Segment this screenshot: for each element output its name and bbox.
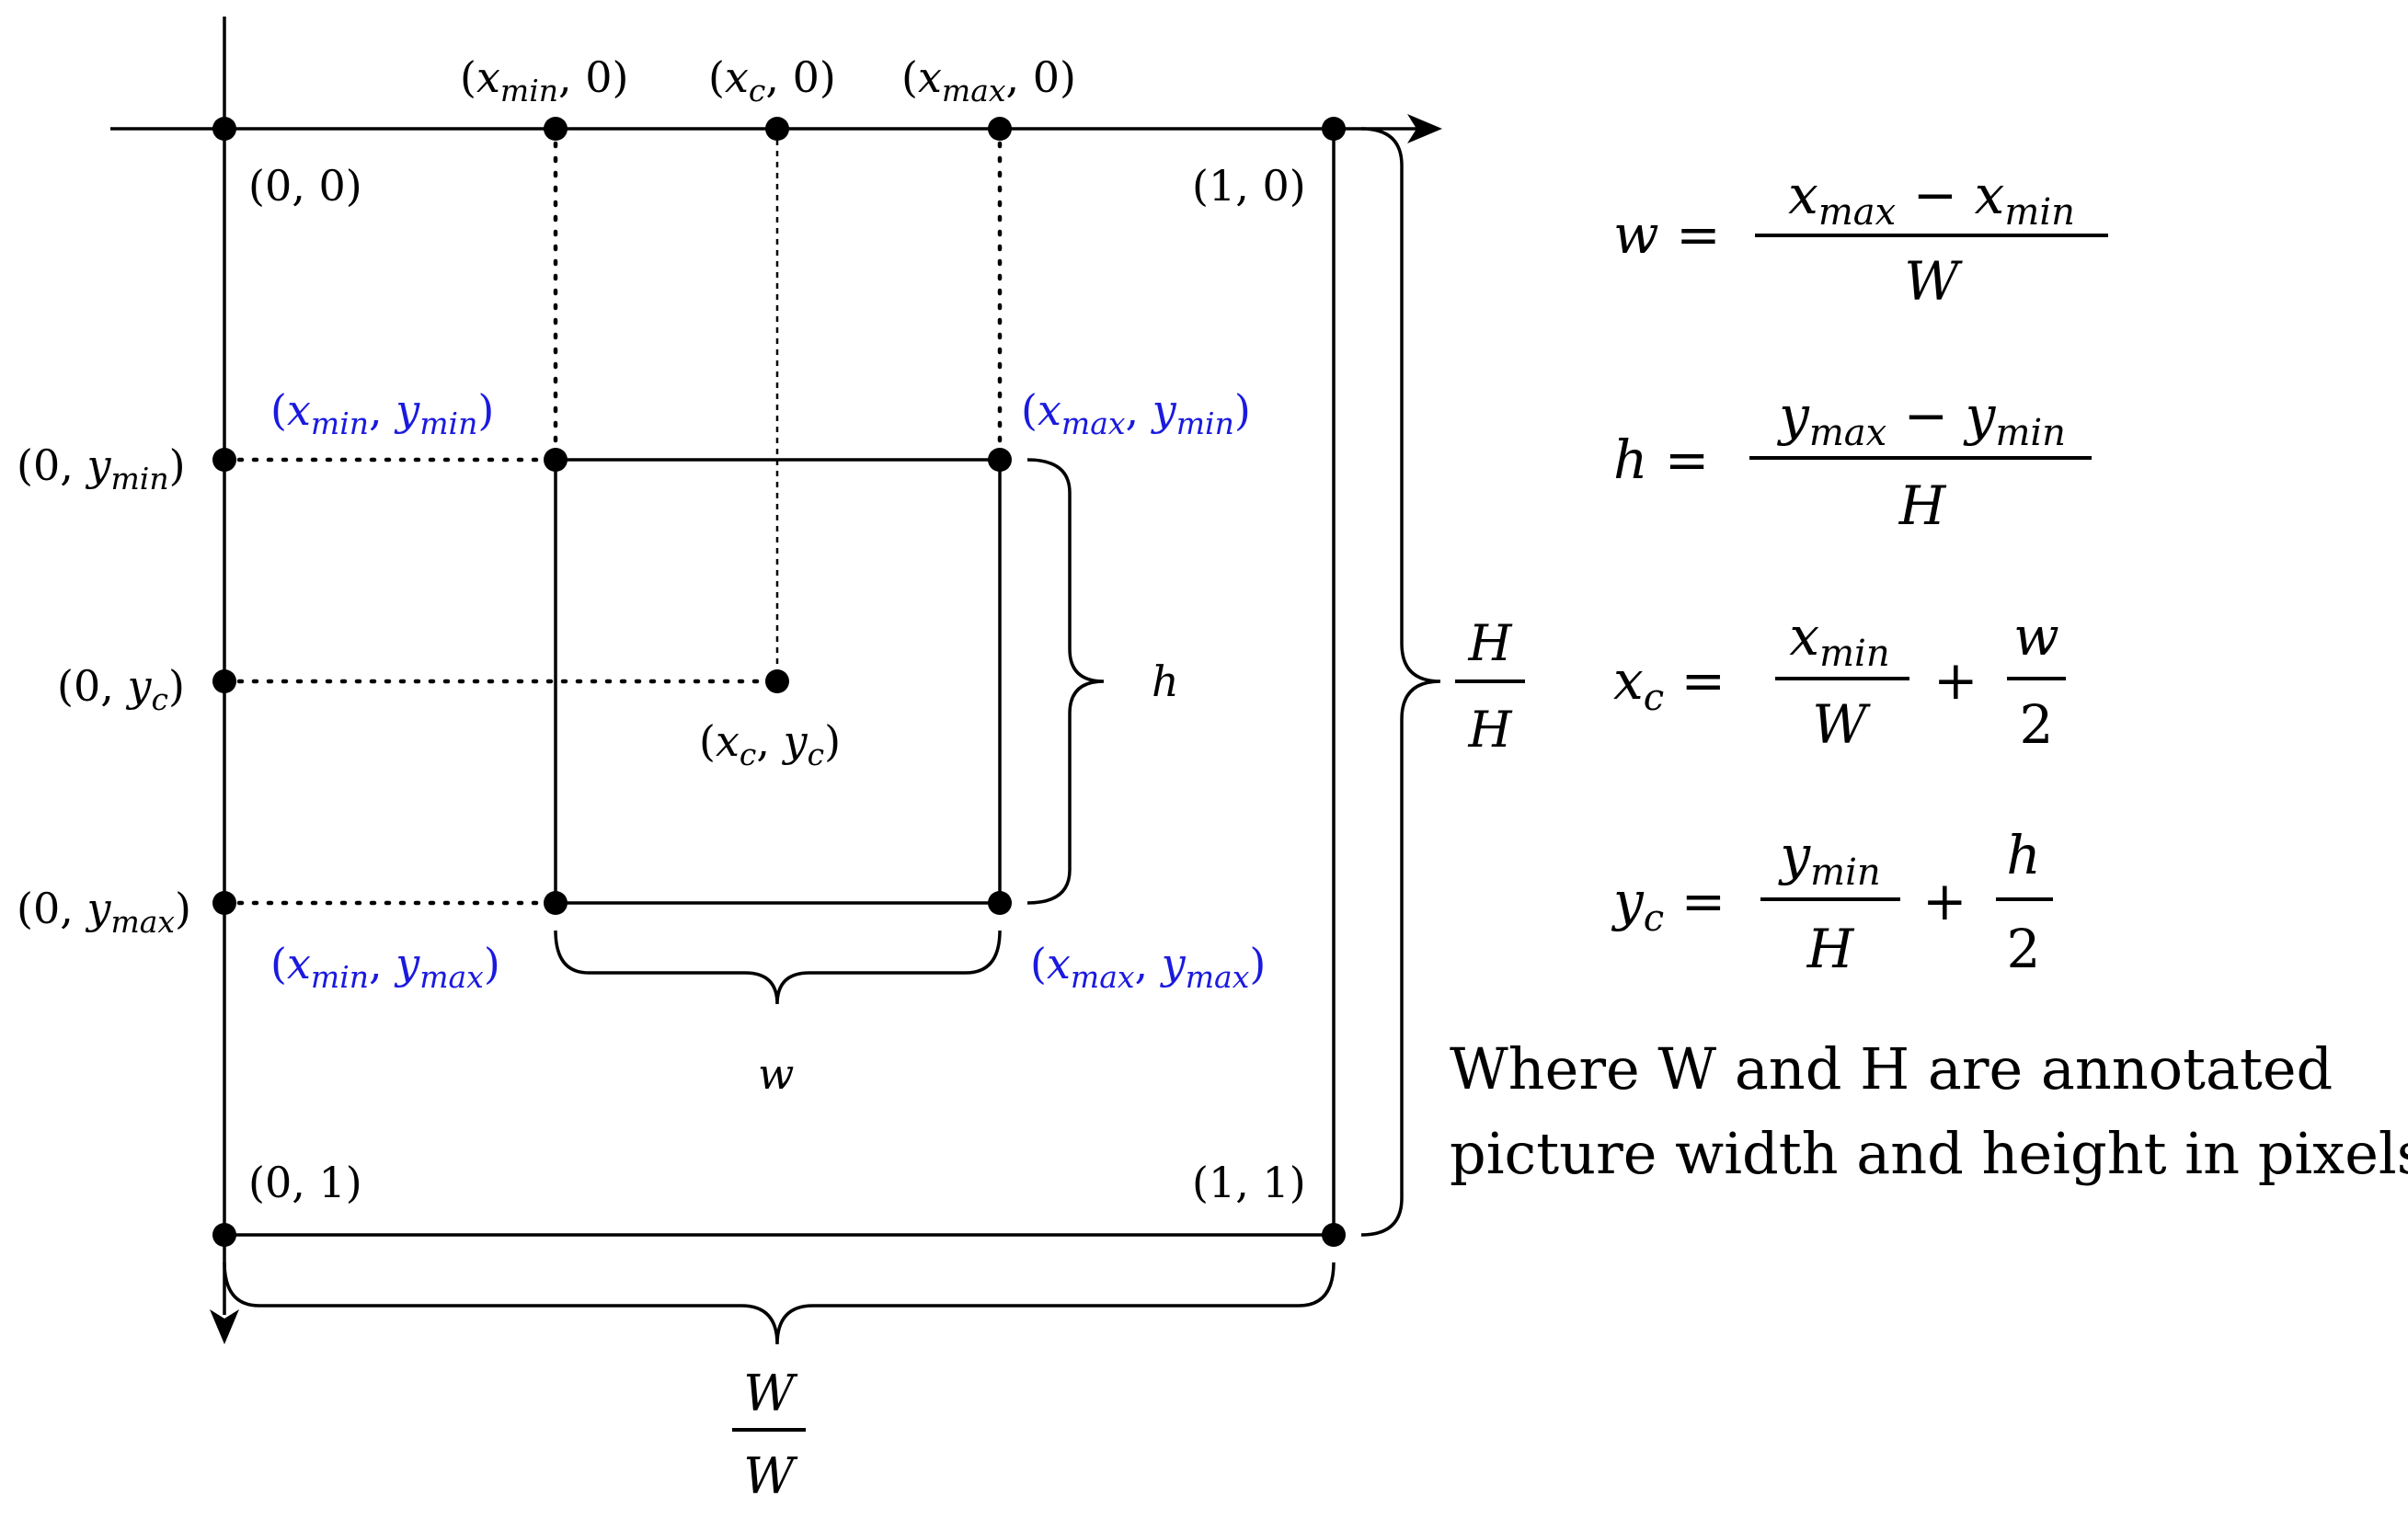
point-origin — [212, 117, 236, 141]
note-line-2: picture width and height in pixels — [1450, 1120, 2408, 1187]
label-H-over-H: H H — [1455, 614, 1525, 759]
svg-text:ymin: ymin — [1777, 824, 1880, 894]
svg-text:W: W — [1904, 250, 1963, 313]
point-xmin — [544, 117, 568, 141]
svg-text:+: + — [1922, 870, 1967, 932]
label-W-over-W: W W — [732, 1365, 806, 1505]
label-xmax-axis: (xmax, 0) — [901, 52, 1076, 108]
brace-H — [1360, 127, 1441, 1237]
svg-text:W: W — [1812, 693, 1871, 756]
brace-h — [1026, 458, 1105, 905]
label-yc-axis: (0, yc) — [57, 661, 185, 717]
point-box-top-left — [544, 448, 568, 472]
svg-text:h =: h = — [1613, 428, 1709, 491]
note-line-1: Where W and H are annotated — [1450, 1035, 2333, 1102]
point-ymin — [212, 448, 236, 472]
label-origin: (0, 0) — [248, 161, 362, 211]
image-frame — [224, 129, 1336, 1237]
point-bottom-right — [1322, 1223, 1346, 1247]
label-bottom-left: (0, 1) — [248, 1158, 362, 1207]
label-box-top-right: (xmax, ymin) — [1021, 385, 1251, 441]
svg-text:w =: w = — [1613, 203, 1721, 266]
points — [212, 117, 1346, 1247]
label-xc-axis: (xc, 0) — [708, 52, 836, 108]
svg-text:W: W — [743, 1447, 798, 1505]
label-w: w — [758, 1049, 794, 1099]
svg-text:xc =: xc = — [1613, 649, 1726, 719]
formula-h: h = ymax − ymin H — [1613, 384, 2092, 537]
svg-text:xmin: xmin — [1789, 605, 1889, 675]
svg-text:2: 2 — [2020, 693, 2054, 756]
formula-xc: xc = xmin W + w 2 — [1613, 605, 2066, 756]
label-ymin-axis: (0, ymin) — [17, 440, 186, 497]
label-bottom-right: (1, 1) — [1192, 1158, 1306, 1207]
point-xmax — [988, 117, 1012, 141]
point-bottom-left — [212, 1223, 236, 1247]
svg-text:W: W — [743, 1365, 798, 1422]
svg-text:w: w — [2013, 605, 2059, 668]
svg-text:H: H — [1898, 474, 1947, 537]
svg-text:+: + — [1933, 649, 1978, 712]
point-box-top-right — [988, 448, 1012, 472]
point-xc — [765, 117, 789, 141]
label-xmin-axis: (xmin, 0) — [460, 52, 628, 108]
svg-text:H: H — [1806, 918, 1855, 980]
svg-text:h: h — [2006, 824, 2040, 886]
label-top-right: (1, 0) — [1192, 161, 1306, 211]
svg-text:xmax − xmin: xmax − xmin — [1788, 164, 2075, 234]
label-ymax-axis: (0, ymax) — [17, 884, 191, 940]
svg-text:yc =: yc = — [1611, 870, 1726, 940]
point-box-bottom-right — [988, 891, 1012, 915]
point-top-right — [1322, 117, 1346, 141]
svg-text:H: H — [1467, 701, 1512, 759]
brace-W — [223, 1262, 1336, 1345]
svg-text:H: H — [1467, 614, 1512, 672]
label-box-top-left: (xmin, ymin) — [270, 385, 494, 441]
point-box-bottom-left — [544, 891, 568, 915]
point-yc — [212, 669, 236, 693]
label-box-bottom-left: (xmin, ymax) — [270, 939, 500, 995]
brace-w — [554, 930, 1002, 1005]
y-axis — [210, 17, 239, 1344]
svg-text:2: 2 — [2007, 918, 2041, 980]
label-box-bottom-right: (xmax, ymax) — [1030, 939, 1266, 995]
projection-lines — [222, 126, 1003, 906]
svg-text:ymax − ymin: ymax − ymin — [1776, 384, 2066, 454]
x-axis — [110, 114, 1442, 143]
formula-w: w = xmax − xmin W — [1613, 164, 2108, 313]
label-center: (xc, yc) — [699, 716, 841, 772]
label-h: h — [1152, 657, 1179, 706]
formula-yc: yc = ymin H + h 2 — [1611, 824, 2053, 980]
point-ymax — [212, 891, 236, 915]
point-center — [765, 669, 789, 693]
